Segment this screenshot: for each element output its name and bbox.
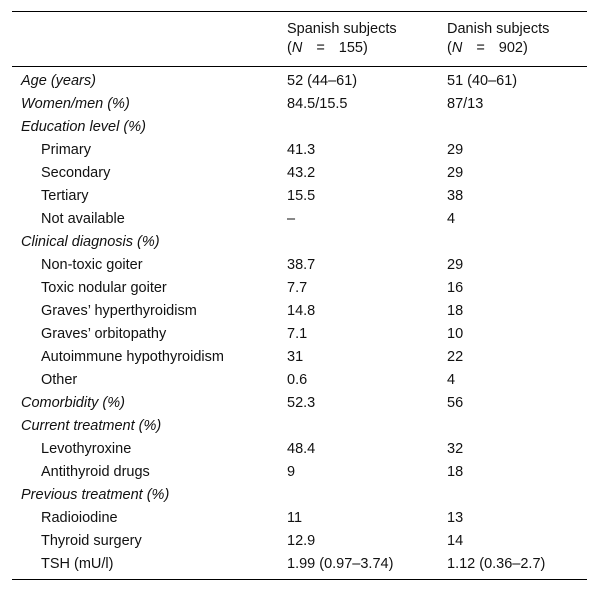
table-row: Secondary 43.2 29 bbox=[12, 162, 587, 185]
cell-spanish: 43.2 bbox=[287, 165, 316, 181]
cell-danish: 16 bbox=[447, 280, 464, 296]
cell-danish: 56 bbox=[447, 395, 464, 411]
cell-danish: 4 bbox=[447, 372, 456, 388]
cell-spanish: 7.7 bbox=[287, 280, 308, 296]
row-label: Other bbox=[41, 372, 78, 388]
table-row: Primary 41.3 29 bbox=[12, 139, 587, 162]
cell-spanish: 14.8 bbox=[287, 303, 316, 319]
row-label: Graves’ orbitopathy bbox=[41, 326, 167, 342]
row-label: Thyroid surgery bbox=[41, 533, 142, 549]
cell-spanish: 38.7 bbox=[287, 257, 316, 273]
row-label: Age (years) bbox=[21, 73, 96, 89]
table-row: Education level (%) bbox=[12, 116, 587, 139]
cell-spanish: 31 bbox=[287, 349, 304, 365]
table-row: Comorbidity (%) 52.3 56 bbox=[12, 392, 587, 415]
table-row: Clinical diagnosis (%) bbox=[12, 231, 587, 254]
header-danish-title: Danish subjects bbox=[447, 21, 550, 37]
row-label: Previous treatment (%) bbox=[21, 487, 170, 503]
row-label: Current treatment (%) bbox=[21, 418, 162, 434]
table-row: Tertiary 15.5 38 bbox=[12, 185, 587, 208]
cell-spanish: 52 (44–61) bbox=[287, 73, 358, 89]
row-label: Comorbidity (%) bbox=[21, 395, 125, 411]
cell-danish: 22 bbox=[447, 349, 464, 365]
cell-danish: 29 bbox=[447, 257, 464, 273]
row-label: Antithyroid drugs bbox=[41, 464, 150, 480]
table-row: Autoimmune hypothyroidism 31 22 bbox=[12, 346, 587, 369]
cell-danish: 10 bbox=[447, 326, 464, 342]
row-label: Autoimmune hypothyroidism bbox=[41, 349, 224, 365]
n-equals: = bbox=[316, 40, 325, 56]
characteristics-table: Spanish subjects (N = 155) Danish subjects… bbox=[12, 11, 587, 580]
row-label: Radioiodine bbox=[41, 510, 118, 526]
table-row: Antithyroid drugs 9 18 bbox=[12, 461, 587, 484]
cell-danish: 1.12 (0.36–2.7) bbox=[447, 556, 546, 572]
row-label: Tertiary bbox=[41, 188, 89, 204]
cell-spanish: 52.3 bbox=[287, 395, 316, 411]
header-danish: Danish subjects (N = 902) bbox=[447, 20, 549, 58]
cell-spanish: 84.5/15.5 bbox=[287, 96, 348, 112]
bottom-rule bbox=[12, 579, 587, 580]
row-label: Primary bbox=[41, 142, 91, 158]
cell-spanish: 11 bbox=[287, 510, 303, 526]
row-label: TSH (mU/l) bbox=[41, 556, 114, 572]
table-row: Graves’ orbitopathy 7.1 10 bbox=[12, 323, 587, 346]
row-label: Toxic nodular goiter bbox=[41, 280, 167, 296]
cell-danish: 18 bbox=[447, 464, 464, 480]
row-label: Secondary bbox=[41, 165, 111, 181]
row-label: Not available bbox=[41, 211, 125, 227]
row-label: Levothyroxine bbox=[41, 441, 132, 457]
table-row: Thyroid surgery 12.9 14 bbox=[12, 530, 587, 553]
row-label: Women/men (%) bbox=[21, 96, 130, 112]
top-rule bbox=[12, 11, 587, 12]
row-label: Graves’ hyperthyroidism bbox=[41, 303, 197, 319]
cell-spanish: 41.3 bbox=[287, 142, 316, 158]
cell-spanish: 48.4 bbox=[287, 441, 316, 457]
header-spanish-n: (N = 155) bbox=[287, 40, 368, 56]
header-danish-n: (N = 902) bbox=[447, 40, 528, 56]
cell-danish: 38 bbox=[447, 188, 464, 204]
table-row: Previous treatment (%) bbox=[12, 484, 587, 507]
cell-danish: 87/13 bbox=[447, 96, 484, 112]
header-rule bbox=[12, 66, 587, 67]
cell-danish: 13 bbox=[447, 510, 464, 526]
cell-danish: 14 bbox=[447, 533, 464, 549]
table-row: Not available – 4 bbox=[12, 208, 587, 231]
cell-danish: 32 bbox=[447, 441, 464, 457]
cell-danish: 51 (40–61) bbox=[447, 73, 518, 89]
table-row: Current treatment (%) bbox=[12, 415, 587, 438]
cell-spanish: 15.5 bbox=[287, 188, 316, 204]
table-row: Other 0.6 4 bbox=[12, 369, 587, 392]
cell-danish: 4 bbox=[447, 211, 456, 227]
cell-spanish: 9 bbox=[287, 464, 296, 480]
table-row: Age (years) 52 (44–61) 51 (40–61) bbox=[12, 70, 587, 93]
n-letter: N bbox=[451, 40, 463, 56]
row-label: Clinical diagnosis (%) bbox=[21, 234, 160, 250]
cell-spanish: 0.6 bbox=[287, 372, 308, 388]
table-row: Levothyroxine 48.4 32 bbox=[12, 438, 587, 461]
table-body: Age (years) 52 (44–61) 51 (40–61) Women/me… bbox=[12, 67, 587, 576]
cell-spanish: – bbox=[287, 211, 296, 227]
n-equals: = bbox=[476, 40, 485, 56]
row-label: Education level (%) bbox=[21, 119, 146, 135]
header-spanish: Spanish subjects (N = 155) bbox=[287, 20, 397, 58]
cell-danish: 29 bbox=[447, 165, 464, 181]
n-value: 155 bbox=[338, 40, 363, 56]
n-value: 902 bbox=[498, 40, 523, 56]
table-row: Women/men (%) 84.5/15.5 87/13 bbox=[12, 93, 587, 116]
cell-danish: 29 bbox=[447, 142, 464, 158]
table-header: Spanish subjects (N = 155) Danish subjects… bbox=[12, 12, 587, 66]
cell-spanish: 12.9 bbox=[287, 533, 316, 549]
n-letter: N bbox=[291, 40, 303, 56]
cell-spanish: 1.99 (0.97–3.74) bbox=[287, 556, 394, 572]
table-row: Radioiodine 11 13 bbox=[12, 507, 587, 530]
cell-spanish: 7.1 bbox=[287, 326, 308, 342]
header-spanish-title: Spanish subjects bbox=[287, 21, 397, 37]
table-row: Non-toxic goiter 38.7 29 bbox=[12, 254, 587, 277]
table-row: Toxic nodular goiter 7.7 16 bbox=[12, 277, 587, 300]
table-row: TSH (mU/l) 1.99 (0.97–3.74) 1.12 (0.36–2.7… bbox=[12, 553, 587, 576]
cell-danish: 18 bbox=[447, 303, 464, 319]
row-label: Non-toxic goiter bbox=[41, 257, 143, 273]
table-row: Graves’ hyperthyroidism 14.8 18 bbox=[12, 300, 587, 323]
